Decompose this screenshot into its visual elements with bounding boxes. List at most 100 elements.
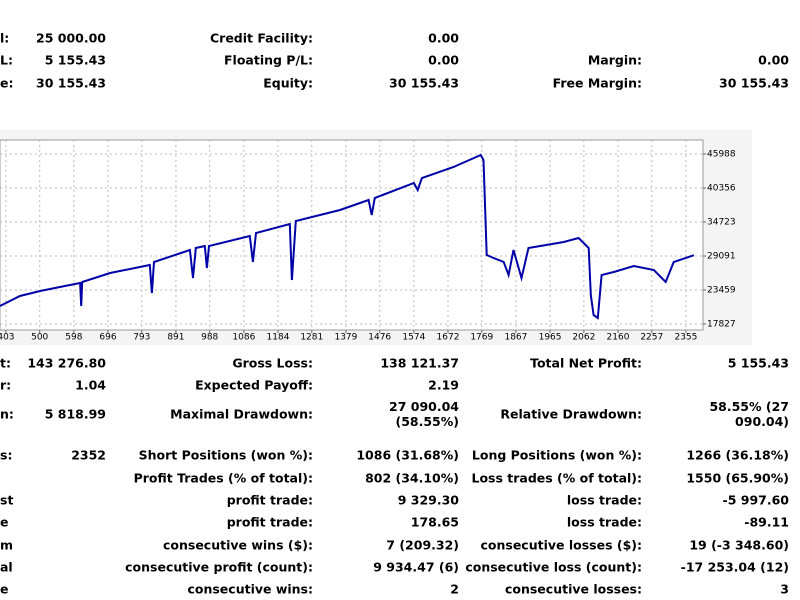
cell-value: -17 253.04 (12) — [680, 559, 789, 575]
cell-label: Total Net Profit: — [530, 355, 642, 371]
cell-label: e — [0, 514, 9, 530]
cell-value: 0.00 — [428, 52, 459, 68]
cell-label: t: — [0, 355, 11, 371]
cell-label: Free Margin: — [552, 75, 642, 91]
cell-label: loss trade: — [566, 514, 642, 530]
cell-label: Long Positions (won %): — [471, 447, 642, 463]
x-tick-label: 891 — [167, 333, 184, 343]
x-tick-label: 1965 — [539, 333, 562, 343]
cell-value: 30 155.43 — [389, 75, 459, 91]
cell-label: consecutive losses ($): — [480, 537, 642, 553]
cell-label: e — [0, 581, 9, 597]
cell-value: 9 329.30 — [397, 492, 459, 508]
cell-label: Short Positions (won %): — [138, 447, 313, 463]
cell-label: consecutive wins: — [187, 581, 313, 597]
cell-value: 5 155.43 — [727, 355, 789, 371]
cell-value: 3 — [780, 581, 789, 597]
x-tick-label: 1476 — [368, 333, 391, 343]
cell-value: 138 121.37 — [380, 355, 459, 371]
cell-value: 2.19 — [428, 377, 459, 393]
y-tick-label: 45988 — [707, 149, 736, 159]
balance-line — [0, 153, 695, 320]
plot-area — [0, 139, 704, 331]
cell-label: consecutive profit (count): — [125, 559, 313, 575]
cell-value: 143 276.80 — [27, 355, 106, 371]
cell-label: consecutive loss (count): — [465, 559, 642, 575]
x-tick-label: 2062 — [572, 333, 595, 343]
x-tick-label: 793 — [133, 333, 150, 343]
cell-label: Profit Trades (% of total): — [133, 470, 313, 486]
y-tick-label: 34723 — [707, 218, 736, 228]
cell-value: 25 000.00 — [36, 30, 106, 46]
x-tick-label: 1184 — [267, 333, 290, 343]
cell-label: al — [0, 559, 13, 575]
cell-value: 19 (-3 348.60) — [689, 537, 789, 553]
cell-value: 5 155.43 — [44, 52, 106, 68]
cell-value: 2 — [450, 581, 459, 597]
cell-value: 1266 (36.18%) — [686, 447, 789, 463]
cell-label: consecutive wins ($): — [162, 537, 313, 553]
cell-label: st — [0, 492, 14, 508]
x-tick-label: 2355 — [674, 333, 697, 343]
cell-label: consecutive losses: — [504, 581, 642, 597]
x-tick-label: 1281 — [300, 333, 323, 343]
cell-value: 2352 — [71, 447, 106, 463]
cell-label: profit trade: — [226, 492, 313, 508]
cell-value: 0.00 — [758, 52, 789, 68]
cell-value: 30 155.43 — [719, 75, 789, 91]
cell-value: 0.00 — [428, 30, 459, 46]
cell-value: 1086 (31.68%) — [356, 447, 459, 463]
cell-value: 30 155.43 — [36, 75, 106, 91]
cell-label: Gross Loss: — [232, 355, 313, 371]
cell-label: Equity: — [263, 75, 313, 91]
cell-value-line: 58.55% (27 — [709, 399, 789, 414]
y-tick-label: 23459 — [707, 286, 736, 296]
cell-label: l: — [0, 30, 10, 46]
x-tick-label: 2160 — [607, 333, 630, 343]
x-tick-label: 696 — [99, 333, 116, 343]
x-tick-label: 1672 — [437, 333, 460, 343]
x-tick-label: 1379 — [334, 333, 357, 343]
y-tick-label: 17827 — [707, 319, 736, 329]
cell-value: -5 997.60 — [722, 492, 789, 508]
cell-label: Maximal Drawdown: — [170, 406, 313, 422]
y-tick-label: 29091 — [707, 252, 736, 262]
balance-chart: 45988 40356 34723 29091 23459 17827 403 500 598 6… — [0, 130, 752, 345]
cell-label: m — [0, 537, 14, 553]
cell-label: Credit Facility: — [209, 30, 313, 46]
cell-label: n: — [0, 406, 14, 422]
cell-label: e: — [0, 75, 14, 91]
cell-value: 9 934.47 (6) — [373, 559, 459, 575]
y-tick-label: 40356 — [707, 183, 736, 193]
cell-value-line: 27 090.04 — [389, 399, 459, 414]
cell-label: s: — [0, 447, 13, 463]
x-tick-label: 1769 — [470, 333, 493, 343]
x-tick-label: 598 — [65, 333, 82, 343]
cell-label: Relative Drawdown: — [500, 406, 642, 422]
cell-value: 5 818.99 — [44, 406, 106, 422]
cell-label: Floating P/L: — [224, 52, 313, 68]
cell-value: 1550 (65.90%) — [686, 470, 789, 486]
cell-value-line: (58.55%) — [395, 414, 460, 429]
x-tick-label: 1574 — [402, 333, 425, 343]
x-tick-label: 1867 — [504, 333, 527, 343]
cell-label: r: — [0, 377, 12, 393]
cell-label: Margin: — [587, 52, 642, 68]
cell-value-line: 090.04) — [735, 414, 789, 429]
cell-value: -89.11 — [744, 514, 789, 530]
x-tick-label: 403 — [0, 333, 15, 343]
x-tick-label: 2257 — [640, 333, 663, 343]
x-tick-label: 500 — [31, 333, 48, 343]
x-tick-label: 988 — [201, 333, 218, 343]
cell-label: L: — [0, 52, 13, 68]
cell-label: profit trade: — [226, 514, 313, 530]
cell-value: 58.55% (27 090.04) — [709, 399, 789, 429]
x-tick-label: 1086 — [232, 333, 255, 343]
cell-value: 1.04 — [75, 377, 106, 393]
cell-value: 802 (34.10%) — [365, 470, 459, 486]
cell-value: 7 (209.32) — [386, 537, 459, 553]
cell-value: 178.65 — [410, 514, 459, 530]
cell-label: loss trade: — [566, 492, 642, 508]
cell-label: Loss trades (% of total): — [471, 470, 642, 486]
